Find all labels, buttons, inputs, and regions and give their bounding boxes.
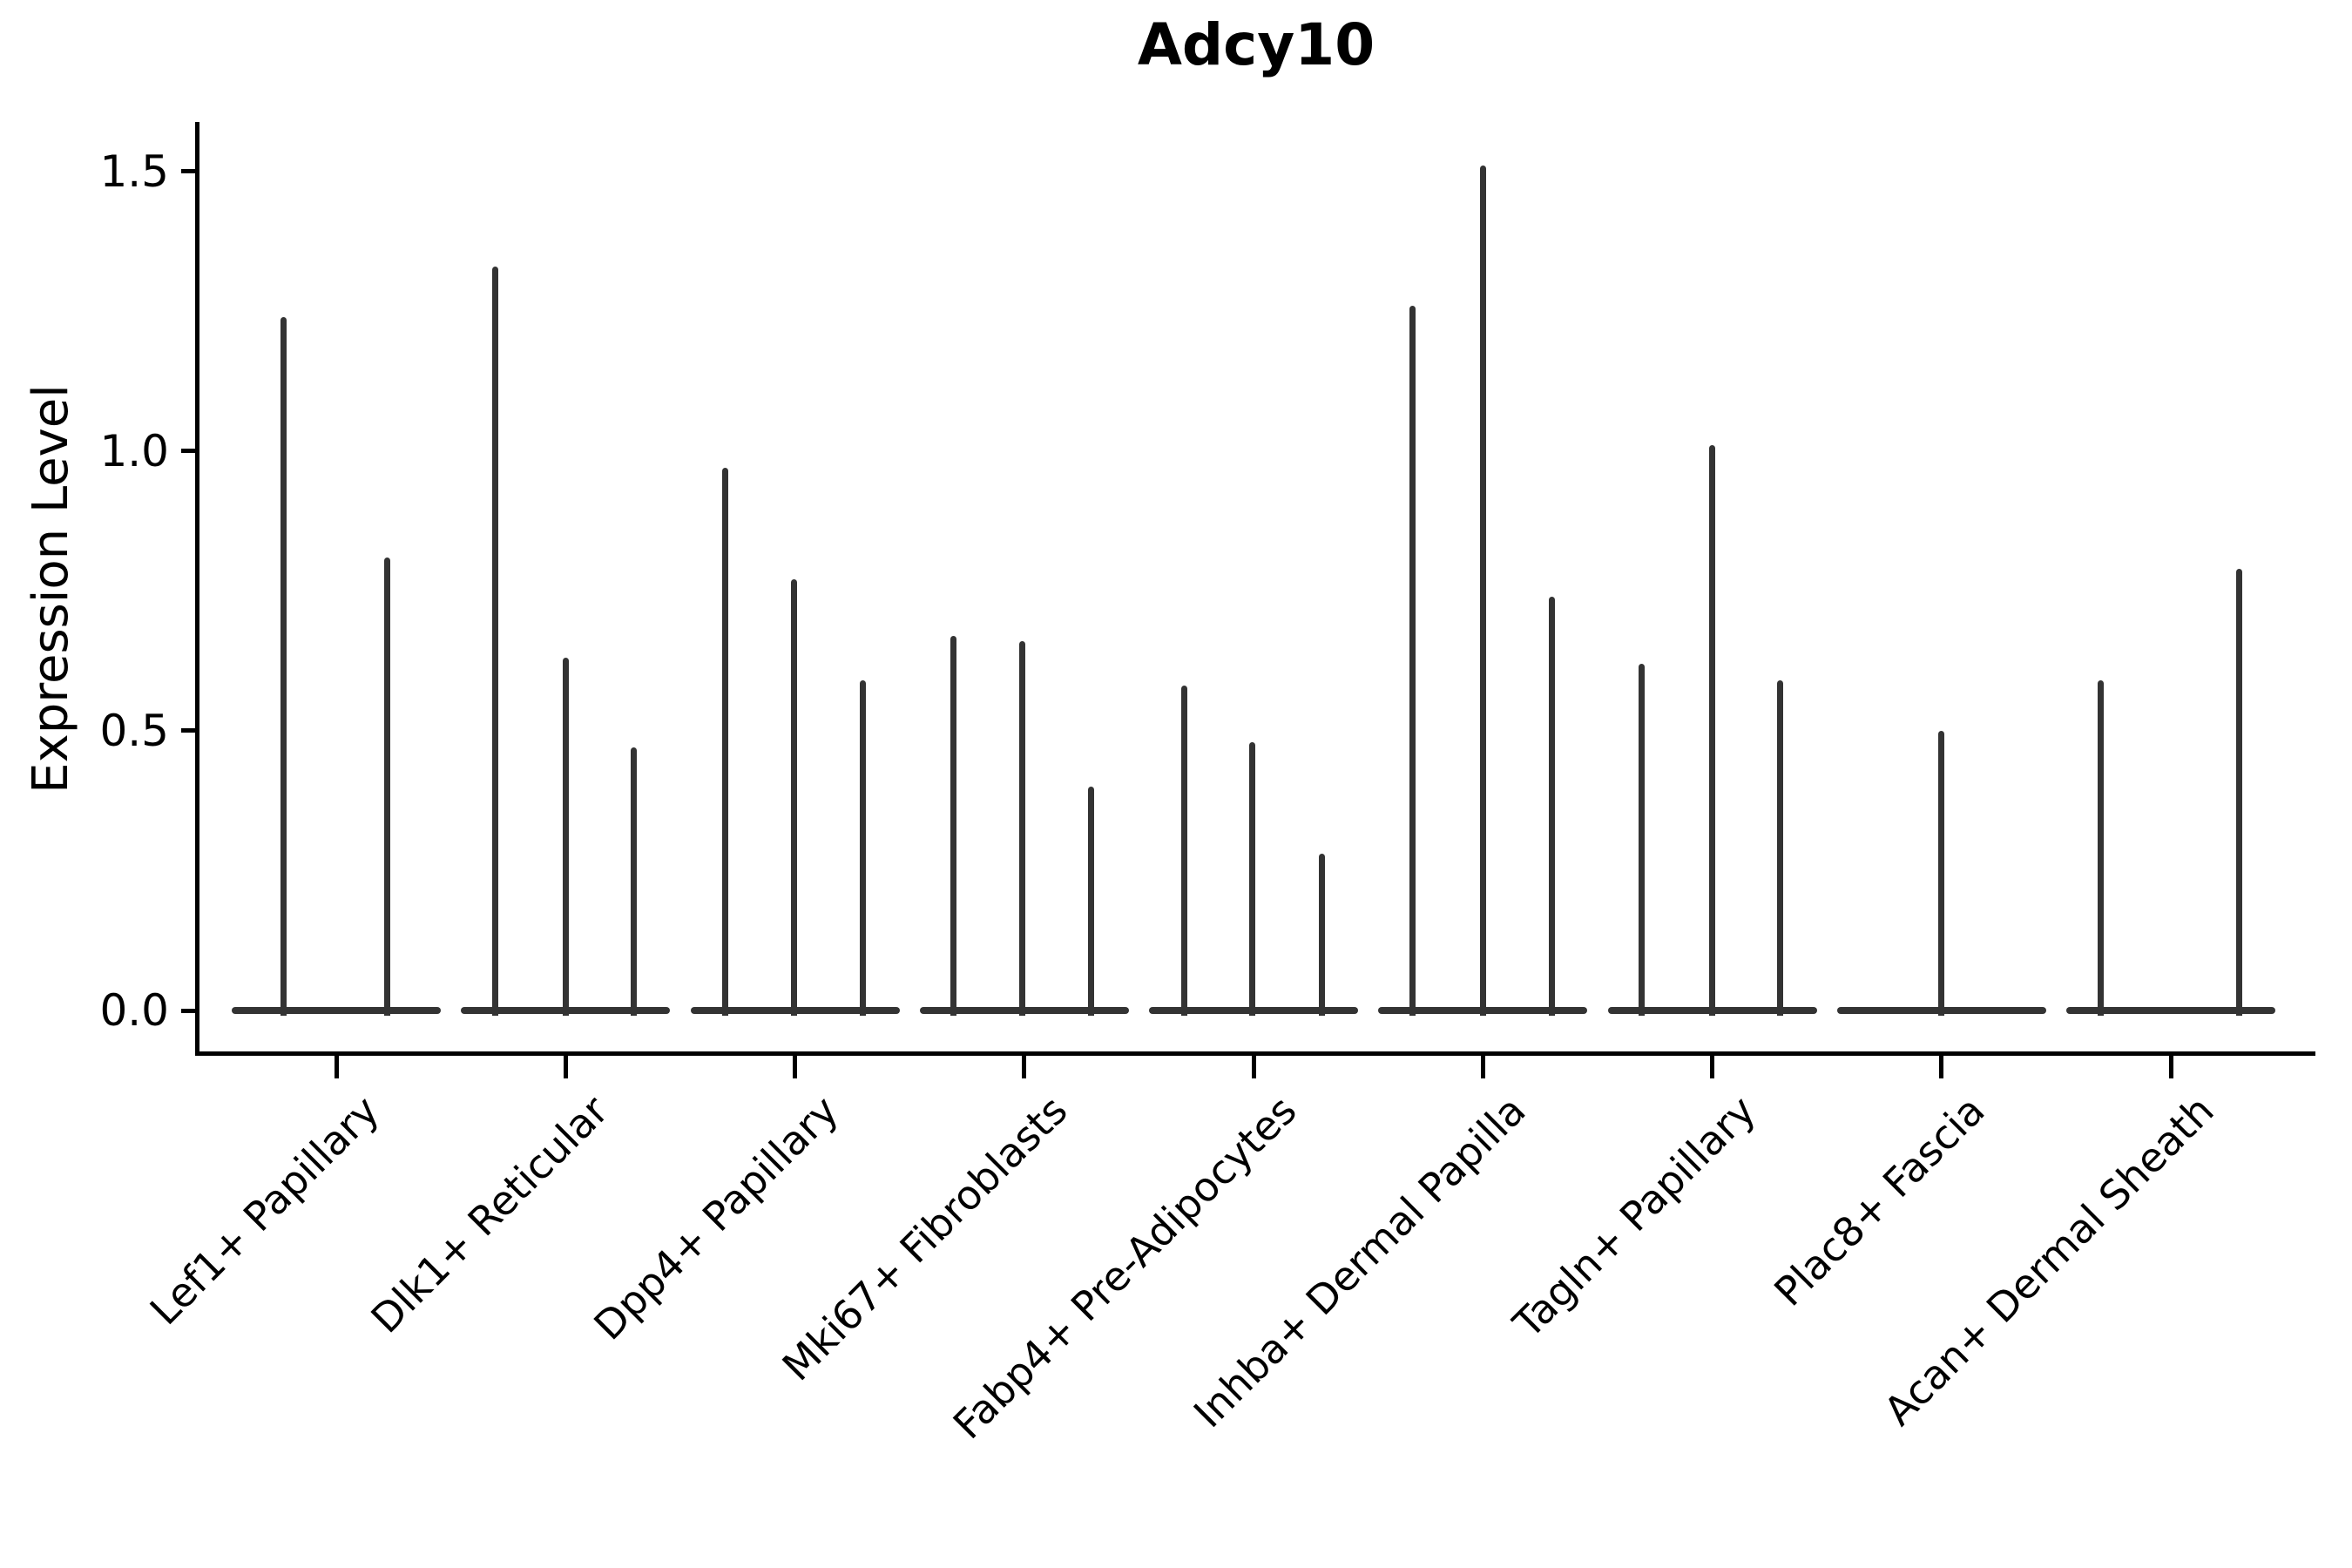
violin-spike (383, 557, 390, 1016)
y-axis-tick (181, 728, 195, 733)
violin-spike (1479, 166, 1486, 1016)
violin-baseline (232, 1007, 441, 1014)
x-axis-tick (793, 1056, 797, 1078)
x-axis-spine (195, 1051, 2315, 1056)
violin-spike (1318, 854, 1325, 1016)
x-axis-tick (1480, 1056, 1485, 1078)
violin-spike (1938, 730, 1945, 1016)
violin-spike (2235, 568, 2242, 1016)
violin-spike (1548, 596, 1555, 1016)
violin-spike (1088, 787, 1095, 1016)
violin-spike (630, 747, 637, 1016)
x-axis-tick (1022, 1056, 1027, 1078)
y-axis-tick (181, 169, 195, 174)
violin-spike (791, 579, 797, 1016)
violin-spike (950, 635, 957, 1016)
chart-title: Adcy10 (1137, 11, 1375, 78)
y-axis-tick (181, 1008, 195, 1013)
y-axis-spine (195, 122, 199, 1056)
y-axis-tick-label: 0.5 (99, 705, 169, 756)
y-axis-tick-label: 1.0 (99, 425, 169, 476)
y-axis-tick-label: 0.0 (99, 985, 169, 1036)
violin-spike (280, 316, 287, 1016)
x-axis-tick (1939, 1056, 1944, 1078)
violin-spike (1639, 663, 1645, 1016)
violin-spike (1180, 686, 1187, 1016)
y-axis-label: Expression Level (23, 384, 79, 794)
y-axis-tick (181, 449, 195, 454)
x-axis-tick (1251, 1056, 1256, 1078)
violin-spike (1777, 680, 1783, 1016)
violin-spike (860, 680, 866, 1016)
violin-spike (491, 266, 498, 1016)
y-axis-tick-label: 1.5 (99, 145, 169, 197)
violin-spike (2097, 680, 2104, 1016)
x-axis-tick (1710, 1056, 1714, 1078)
violin-spike (1248, 741, 1255, 1016)
violin-spike (1709, 445, 1715, 1016)
violin-spike (562, 658, 569, 1016)
violin-spike (1409, 305, 1416, 1016)
x-axis-tick (563, 1056, 568, 1078)
x-axis-tick (334, 1056, 339, 1078)
violin-spike (722, 467, 728, 1016)
x-axis-tick (2168, 1056, 2173, 1078)
violin-baseline (2066, 1007, 2275, 1014)
violin-spike (1019, 641, 1026, 1016)
